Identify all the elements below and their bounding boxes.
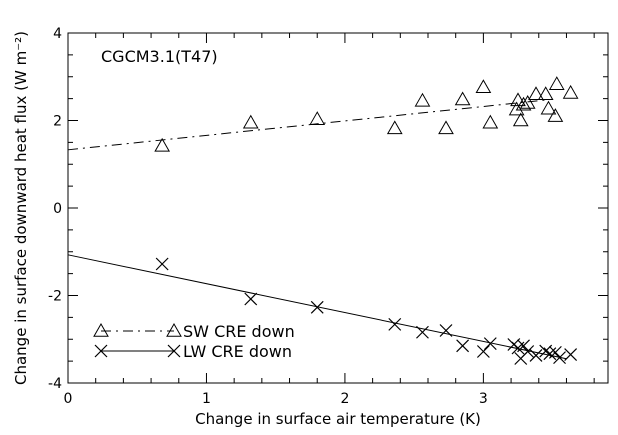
triangle-point: [515, 96, 532, 111]
triangle-point: [482, 114, 499, 129]
y-tick-label: 4: [53, 26, 62, 42]
data-markers: [154, 76, 579, 365]
x-point: [543, 347, 557, 361]
x-point: [553, 351, 566, 365]
x-axis-label: Change in surface air temperature (K): [195, 410, 481, 428]
x-point: [310, 300, 324, 314]
triangle-point: [528, 86, 544, 100]
x-point: [517, 339, 530, 353]
triangle-point: [519, 94, 536, 109]
axis-ticks: [67, 32, 608, 384]
triangle-point: [438, 120, 454, 135]
triangle-point: [548, 76, 565, 90]
triangle-point: [537, 86, 554, 100]
x-point: [244, 292, 258, 306]
triangle-point: [540, 100, 557, 115]
x-tick-label: 3: [479, 391, 488, 407]
x-point: [564, 348, 578, 361]
triangle-point: [475, 79, 492, 93]
y-tick-label: 2: [53, 114, 62, 130]
axis-tick-labels: 0 1 2 3 -4 -2 0 2 4: [48, 26, 488, 407]
x-point: [529, 349, 543, 362]
legend-label: LW CRE down: [183, 342, 292, 361]
x-tick-label: 0: [64, 391, 73, 407]
triangle-point: [414, 92, 431, 107]
x-point: [483, 337, 497, 351]
x-point: [416, 325, 429, 339]
y-tick-label: 0: [53, 201, 62, 217]
x-point: [388, 317, 402, 331]
legend-x-icon: [94, 344, 108, 358]
legend-triangle-icon: [166, 322, 182, 337]
triangle-point: [386, 120, 403, 135]
x-point: [456, 339, 470, 353]
triangle-point: [454, 91, 471, 106]
x-point: [155, 257, 169, 271]
triangle-point: [562, 84, 579, 99]
legend-triangle-icon: [93, 322, 109, 337]
x-point: [521, 345, 535, 358]
triangle-point: [154, 137, 171, 152]
triangle-point: [512, 112, 529, 127]
y-tick-label: -4: [48, 376, 62, 392]
x-point: [439, 324, 453, 337]
triangle-point: [242, 114, 259, 129]
triangle-point: [510, 92, 526, 107]
y-axis-label: Change in surface downward heat flux (W …: [12, 31, 30, 385]
x-tick-label: 1: [202, 391, 211, 407]
triangle-point: [547, 108, 564, 122]
x-point: [548, 345, 562, 359]
legend-x-icon: [167, 344, 181, 358]
regression-lines: [67, 98, 567, 360]
x-point: [476, 345, 490, 358]
x-tick-label: 2: [340, 391, 349, 407]
y-tick-label: -2: [48, 289, 62, 305]
triangle-point: [309, 111, 326, 125]
legend-label: SW CRE down: [183, 322, 295, 341]
chart-annotation: CGCM3.1(T47): [101, 47, 218, 66]
